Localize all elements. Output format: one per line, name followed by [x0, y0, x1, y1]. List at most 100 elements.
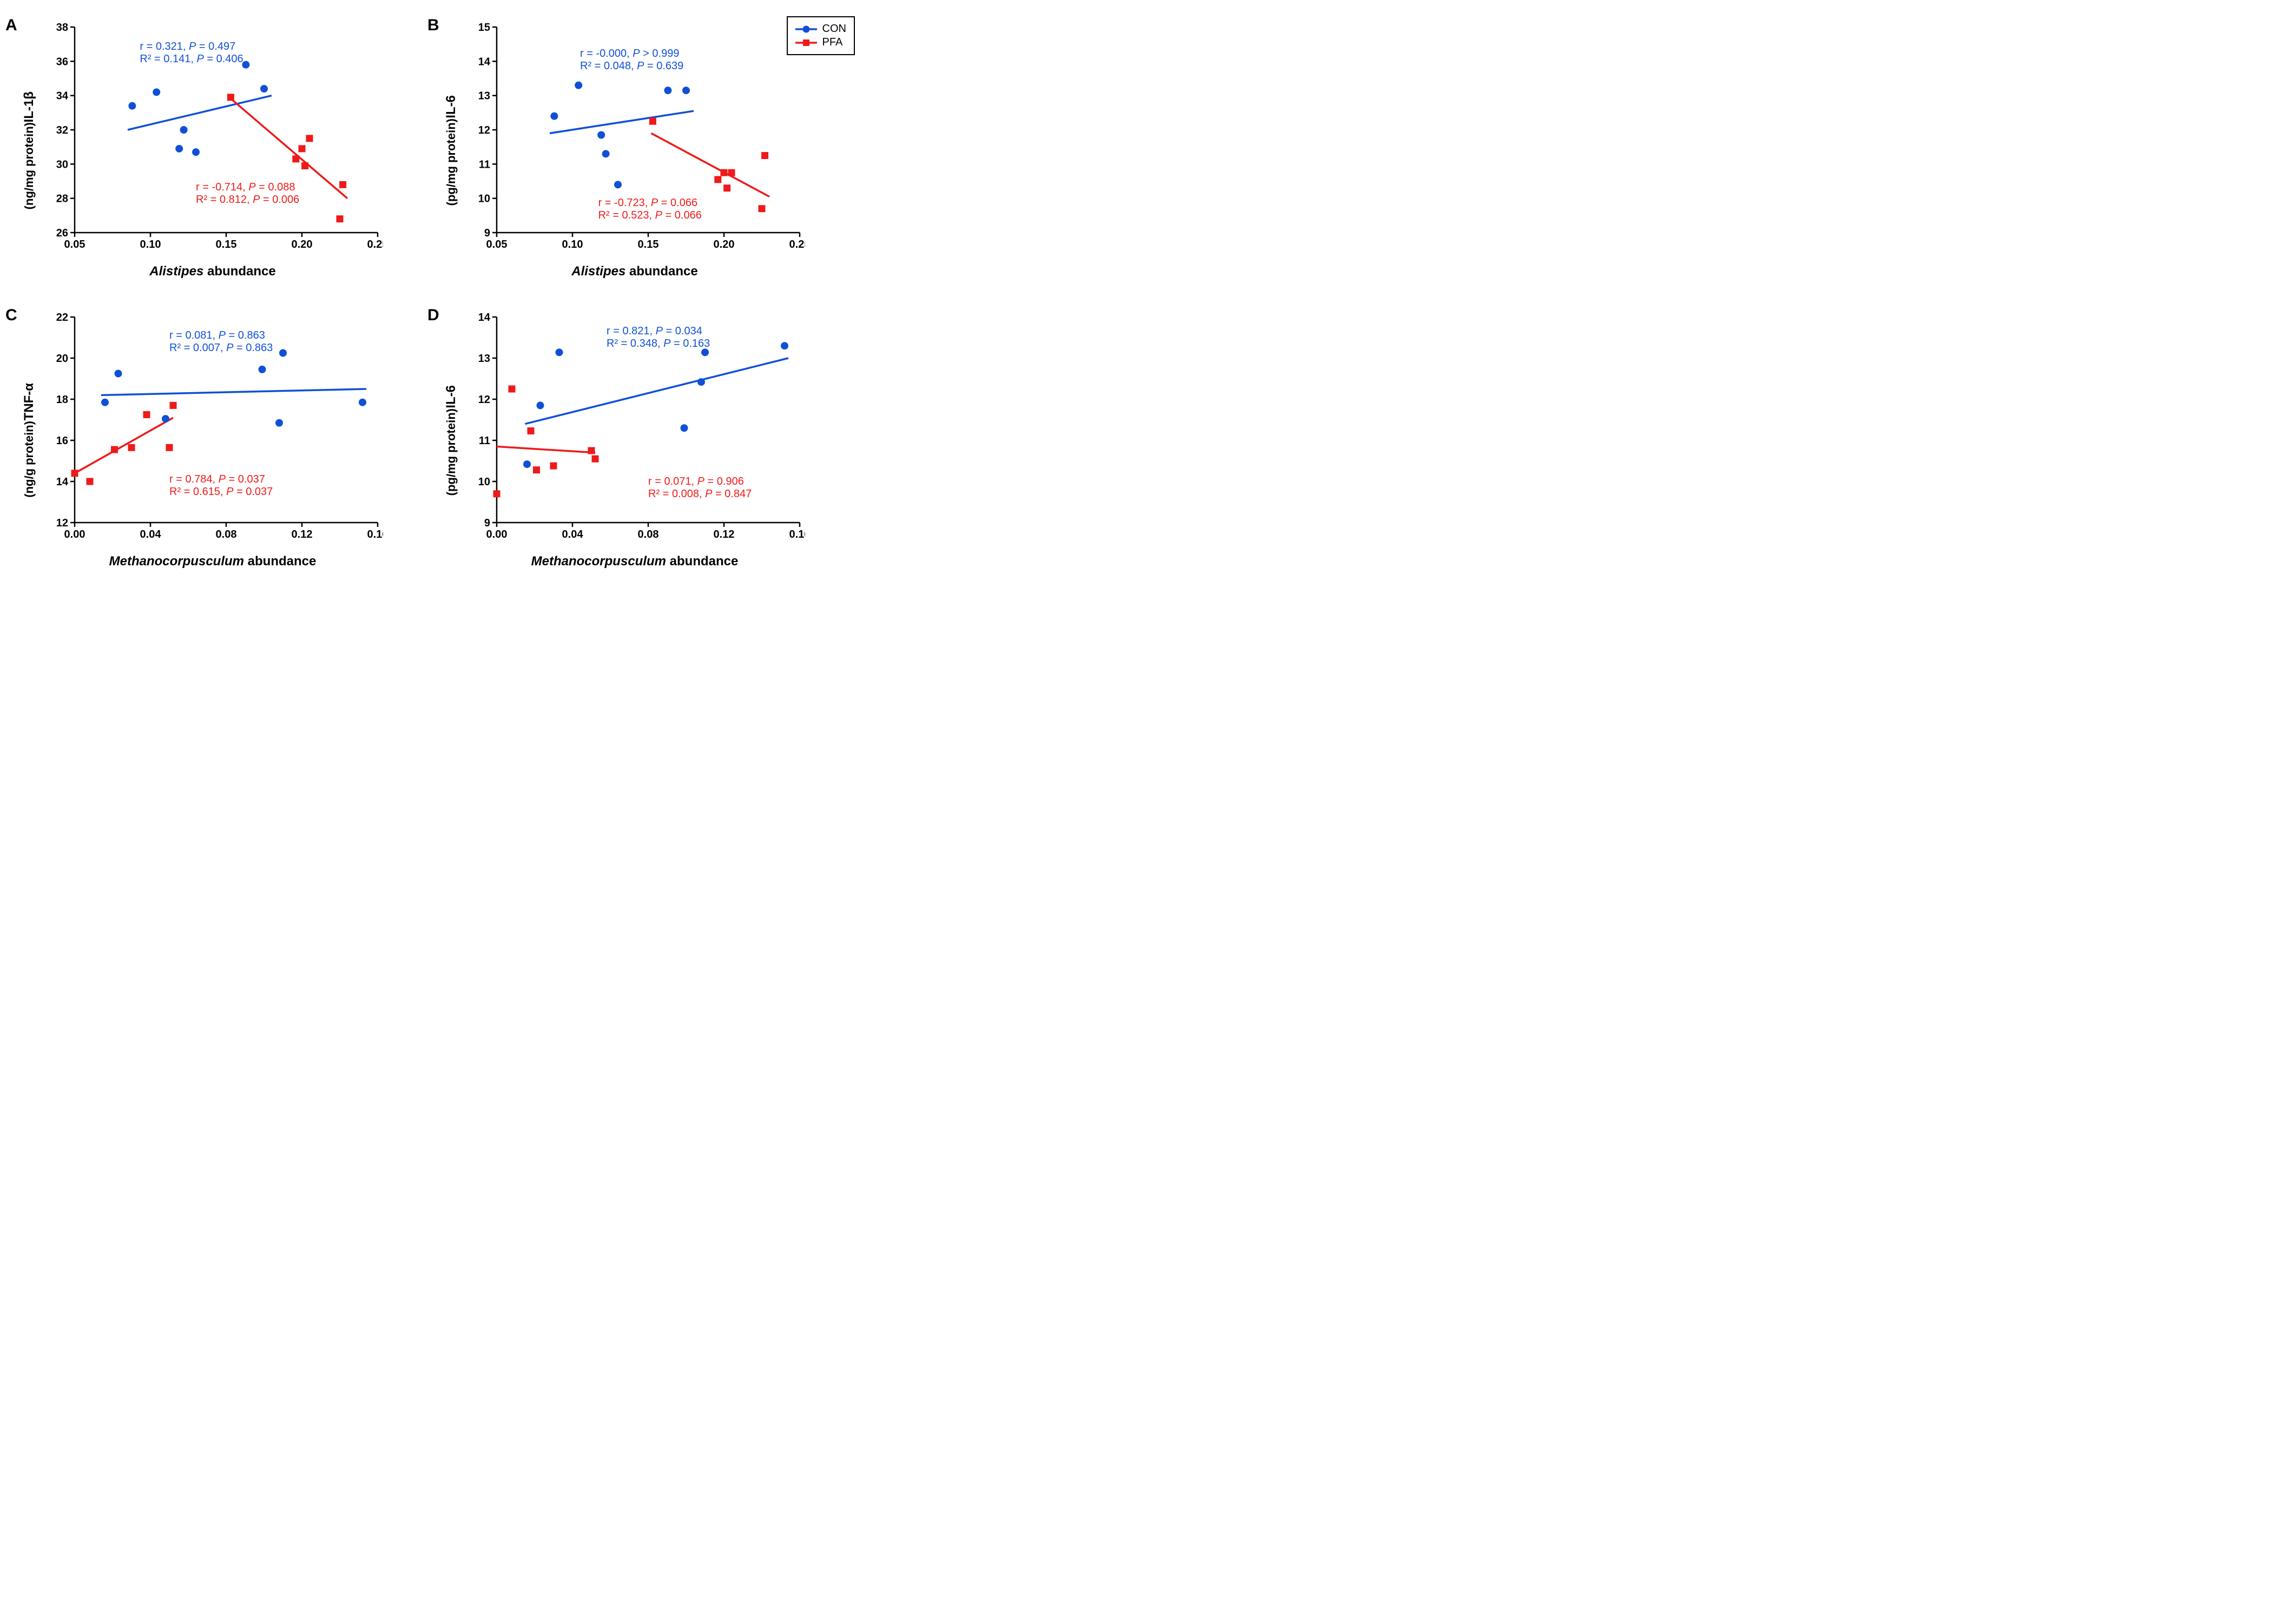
stats-pfa-C: r = 0.784, P = 0.037R² = 0.615, P = 0.03… — [169, 473, 310, 498]
con-point — [259, 366, 266, 373]
svg-text:0.00: 0.00 — [486, 529, 508, 540]
svg-text:0.00: 0.00 — [64, 529, 85, 540]
svg-text:12: 12 — [478, 124, 490, 136]
con-point — [597, 131, 605, 139]
svg-text:9: 9 — [484, 517, 490, 529]
con-point — [180, 126, 188, 134]
scatter-plot-D: 910111213140.000.040.080.120.16 r = 0.82… — [464, 312, 805, 550]
stats-pfa-B: r = -0.723, P = 0.066R² = 0.523, P = 0.0… — [598, 197, 739, 222]
pfa-point — [292, 155, 299, 162]
svg-text:36: 36 — [56, 56, 68, 68]
con-point — [175, 145, 183, 153]
pfa-point — [588, 447, 595, 454]
svg-text:20: 20 — [56, 353, 68, 365]
figure-grid: CON PFA A IL-1β (ng/mg protein) 26283032… — [22, 22, 833, 569]
stats-con-C: r = 0.081, P = 0.863R² = 0.007, P = 0.86… — [169, 329, 310, 354]
scatter-plot-C: 12 14 16 18 20 22 0.00 0.04 0.08 0.12 0.16 r = 0.0… — [42, 312, 383, 550]
pfa-point — [111, 446, 118, 453]
svg-text:30: 30 — [56, 159, 68, 170]
svg-text:32: 32 — [56, 124, 68, 136]
x-axis-label-A: Alistipes abundance — [42, 264, 383, 279]
svg-text:15: 15 — [478, 22, 490, 34]
svg-text:9: 9 — [484, 227, 490, 239]
pfa-point — [649, 118, 656, 125]
svg-text:22: 22 — [56, 312, 68, 324]
con-point — [550, 113, 558, 120]
svg-text:0.10: 0.10 — [562, 239, 583, 250]
y-axis-label-D: IL-6 (pg/mg protein) — [444, 385, 459, 496]
pfa-point — [721, 169, 728, 176]
y-axis-label-A: IL-1β (ng/mg protein) — [22, 91, 37, 210]
svg-text:0.08: 0.08 — [638, 529, 659, 540]
pfa-point — [301, 162, 308, 169]
con-point — [682, 87, 690, 94]
svg-text:10: 10 — [478, 193, 490, 205]
pfa-point — [166, 444, 173, 451]
stats-pfa-D: r = 0.071, P = 0.906R² = 0.008, P = 0.84… — [648, 476, 789, 500]
con-point — [128, 102, 136, 110]
stats-con-A: r = 0.321, P = 0.497R² = 0.141, P = 0.40… — [140, 41, 280, 65]
svg-text:12: 12 — [478, 394, 490, 406]
con-point — [664, 87, 671, 94]
con-point — [162, 415, 169, 422]
svg-text:0.25: 0.25 — [367, 239, 383, 250]
panel-D: D IL-6 (pg/mg protein) 910111213140.000.… — [444, 312, 833, 569]
svg-text:14: 14 — [478, 56, 491, 68]
y-axis-label-B: IL-6 (pg/mg protein) — [444, 95, 459, 206]
x-axis-label-C: Methanocorpusculum abundance — [42, 554, 383, 569]
panel-label-A: A — [5, 16, 17, 35]
x-axis-label-D: Methanocorpusculum abundance — [464, 554, 805, 569]
con-point — [537, 401, 544, 409]
svg-text:0.05: 0.05 — [486, 239, 508, 250]
con-point — [575, 82, 582, 89]
svg-text:14: 14 — [56, 476, 69, 488]
con-point — [556, 348, 563, 356]
pfa-point — [533, 466, 540, 473]
svg-text:0.15: 0.15 — [216, 239, 237, 250]
svg-text:0.20: 0.20 — [292, 239, 313, 250]
panel-B: B IL-6 (pg/mg protein) 91011121314150.05… — [444, 22, 833, 279]
scatter-plot-A: 262830323436380.050.100.150.200.25 r = 0… — [42, 22, 383, 260]
pfa-point — [592, 455, 599, 463]
stats-con-D: r = 0.821, P = 0.034R² = 0.348, P = 0.16… — [607, 325, 747, 350]
pfa-point — [509, 386, 516, 393]
con-point — [101, 399, 109, 406]
con-point — [602, 150, 610, 157]
panel-label-B: B — [427, 16, 439, 35]
svg-text:16: 16 — [56, 435, 68, 447]
svg-text:12: 12 — [56, 517, 68, 529]
pfa-point — [306, 135, 313, 142]
con-point — [153, 88, 160, 96]
stats-pfa-A: r = -0.714, P = 0.088R² = 0.812, P = 0.0… — [196, 181, 337, 206]
pfa-point — [71, 470, 78, 477]
con-point — [359, 399, 366, 406]
svg-text:11: 11 — [479, 435, 490, 447]
svg-text:0.20: 0.20 — [714, 239, 735, 250]
con-point — [781, 342, 788, 349]
svg-text:0.04: 0.04 — [140, 529, 162, 540]
svg-text:0.16: 0.16 — [367, 529, 383, 540]
pfa-point — [759, 205, 766, 212]
svg-text:0.08: 0.08 — [216, 529, 237, 540]
svg-text:18: 18 — [56, 394, 68, 406]
svg-text:0.12: 0.12 — [292, 529, 313, 540]
svg-text:0.05: 0.05 — [64, 239, 85, 250]
svg-text:0.04: 0.04 — [562, 529, 584, 540]
con-point — [697, 378, 705, 386]
svg-text:0.10: 0.10 — [140, 239, 161, 250]
panel-label-D: D — [427, 306, 439, 325]
pfa-point — [337, 215, 344, 222]
panel-A: A IL-1β (ng/mg protein) 262830323436380.… — [22, 22, 411, 279]
svg-text:14: 14 — [478, 312, 491, 324]
pfa-point — [128, 444, 135, 451]
svg-text:11: 11 — [479, 159, 490, 170]
pfa-point — [761, 152, 768, 159]
x-axis-label-B: Alistipes abundance — [464, 264, 805, 279]
pfa-point — [723, 184, 730, 192]
svg-text:0.15: 0.15 — [638, 239, 659, 250]
pfa-point — [87, 478, 94, 485]
pfa-point — [170, 402, 177, 409]
pfa-point — [550, 463, 557, 470]
panel-C: C TNF-α (ng/g protein) 1214161820220.000… — [22, 312, 411, 569]
svg-text:10: 10 — [478, 476, 490, 488]
